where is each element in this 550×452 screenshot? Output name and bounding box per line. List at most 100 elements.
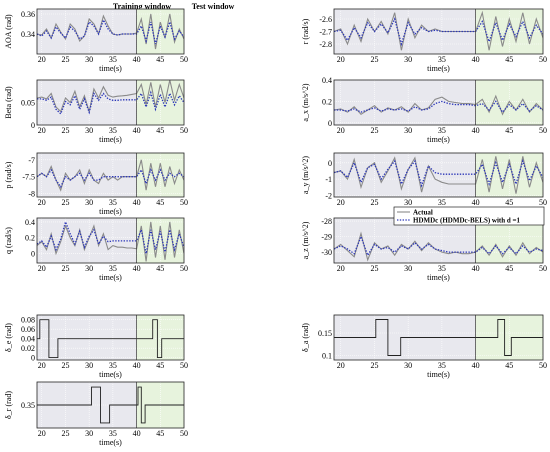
actual-series-line-aoa — [37, 13, 184, 50]
panel-az: 20 25 30 35 40 45 50 -30 -29 -28 time(s) a_z (m/s^2… — [301, 217, 547, 282]
x-tick-label: 30 — [85, 126, 93, 135]
x-tick-label: 30 — [85, 361, 93, 370]
x-tick-label: 45 — [156, 264, 164, 273]
actual-series-line-r — [334, 10, 543, 51]
y-tick-label: 0.4 — [25, 218, 35, 227]
x-tick-label: 20 — [337, 264, 345, 273]
x-tick-label: 50 — [180, 55, 188, 64]
x-tick-label: 20 — [38, 55, 46, 64]
y-axis-label: δ_a (rad) — [301, 323, 310, 352]
y-axis-label: a_z (m/s^2) — [301, 221, 310, 259]
x-tick-label: 35 — [109, 55, 117, 64]
y-tick-label: 0.2 — [25, 234, 35, 243]
x-tick-label: 50 — [539, 264, 547, 273]
training-window-background — [37, 315, 137, 360]
y-tick-label: 0.04 — [21, 335, 35, 344]
x-tick-label: 50 — [180, 361, 188, 370]
model-series-line-ay — [334, 158, 543, 188]
x-tick-label: 40 — [133, 198, 141, 207]
x-tick-label: 40 — [472, 198, 480, 207]
axes-frame — [36, 381, 185, 429]
x-tick-label: 45 — [505, 55, 513, 64]
x-axis-label: time(s) — [99, 438, 122, 447]
x-tick-label: 20 — [38, 429, 46, 438]
x-tick-label: 50 — [180, 429, 188, 438]
x-tick-label: 40 — [472, 361, 480, 370]
x-axis-label: time(s) — [99, 207, 122, 216]
training-window-background — [37, 218, 137, 263]
actual-series-line-da — [334, 319, 543, 356]
x-tick-label: 50 — [539, 55, 547, 64]
y-axis-label: δ_r (rad) — [4, 391, 13, 419]
x-tick-label: 35 — [438, 264, 446, 273]
x-tick-label: 30 — [404, 126, 412, 135]
x-tick-label: 50 — [539, 361, 547, 370]
x-tick-label: 35 — [438, 126, 446, 135]
axes-frame — [36, 8, 185, 55]
x-tick-label: 20 — [38, 126, 46, 135]
model-series-line-q — [37, 219, 184, 254]
x-tick-label: 35 — [109, 429, 117, 438]
y-tick-label: -2.7 — [319, 28, 332, 37]
x-tick-label: 35 — [109, 361, 117, 370]
x-tick-label: 45 — [505, 126, 513, 135]
x-tick-label: 50 — [539, 126, 547, 135]
x-tick-label: 35 — [438, 55, 446, 64]
panel-ax: 20 25 30 35 40 45 50 0 0.2 0.4 time(s) a_x (m/s^2) — [301, 76, 547, 144]
y-tick-label: -8 — [28, 190, 35, 199]
x-tick-label: 30 — [85, 55, 93, 64]
y-tick-label: 0.34 — [21, 30, 35, 39]
x-tick-label: 40 — [133, 361, 141, 370]
actual-series-line-beta — [37, 80, 184, 113]
x-tick-label: 40 — [472, 55, 480, 64]
axes-frame — [333, 152, 544, 198]
x-tick-label: 50 — [180, 198, 188, 207]
x-tick-label: 25 — [61, 264, 69, 273]
panel-de: 20 25 30 35 40 45 50 00.020.040.060.08 time(s) δ_… — [4, 314, 188, 379]
x-tick-label: 20 — [337, 198, 345, 207]
x-tick-label: 30 — [404, 55, 412, 64]
x-tick-label: 40 — [472, 126, 480, 135]
panel-dr: 20 25 30 35 40 45 50 0.35 time(s) δ_r (rad) — [4, 381, 188, 447]
y-tick-label: 0 — [328, 159, 332, 168]
x-axis-label: time(s) — [99, 370, 122, 379]
y-tick-label: 0 — [328, 119, 332, 128]
x-tick-label: 45 — [156, 55, 164, 64]
x-tick-label: 25 — [61, 361, 69, 370]
x-tick-label: 45 — [505, 198, 513, 207]
panel-beta: 20 25 30 35 40 45 50 0 0.05 time(s) Beta (rad) — [4, 79, 188, 144]
y-tick-label: 0.4 — [322, 76, 332, 85]
training-window-background — [334, 153, 476, 197]
x-tick-label: 20 — [337, 361, 345, 370]
training-window-background — [37, 9, 137, 54]
training-window-background — [334, 218, 476, 263]
x-tick-label: 30 — [85, 198, 93, 207]
x-tick-label: 45 — [156, 361, 164, 370]
panel-aoa: 20 25 30 35 40 45 50 0.34 0.36 time(s) AOA (rad) — [4, 8, 188, 73]
axes-frame — [333, 314, 544, 361]
legend-label-model: HDMDc (HDMDc-BELS) with d =1 — [413, 217, 521, 225]
y-axis-label: p (rad/s) — [4, 161, 13, 188]
y-tick-label: -7 — [28, 156, 35, 165]
y-tick-label: 0.08 — [21, 316, 35, 325]
x-axis-label: time(s) — [427, 64, 450, 73]
y-tick-label: 0.2 — [322, 97, 332, 106]
x-tick-label: 45 — [156, 429, 164, 438]
y-tick-label: -7.5 — [22, 173, 35, 182]
y-axis-label: a_y (m/s^2) — [301, 156, 310, 195]
y-tick-label: 0 — [31, 250, 35, 259]
y-axis-label: r (rad/s) — [301, 18, 310, 44]
actual-series-line-dr — [37, 386, 184, 424]
x-tick-label: 25 — [370, 361, 378, 370]
x-tick-label: 20 — [38, 198, 46, 207]
y-tick-label: 0.02 — [21, 344, 35, 353]
x-tick-label: 30 — [404, 198, 412, 207]
axes-frame — [36, 79, 185, 126]
x-tick-label: 50 — [180, 126, 188, 135]
y-tick-label: -1 — [325, 175, 332, 184]
y-axis-label: Beta (rad) — [4, 86, 13, 119]
x-tick-label: 50 — [539, 198, 547, 207]
